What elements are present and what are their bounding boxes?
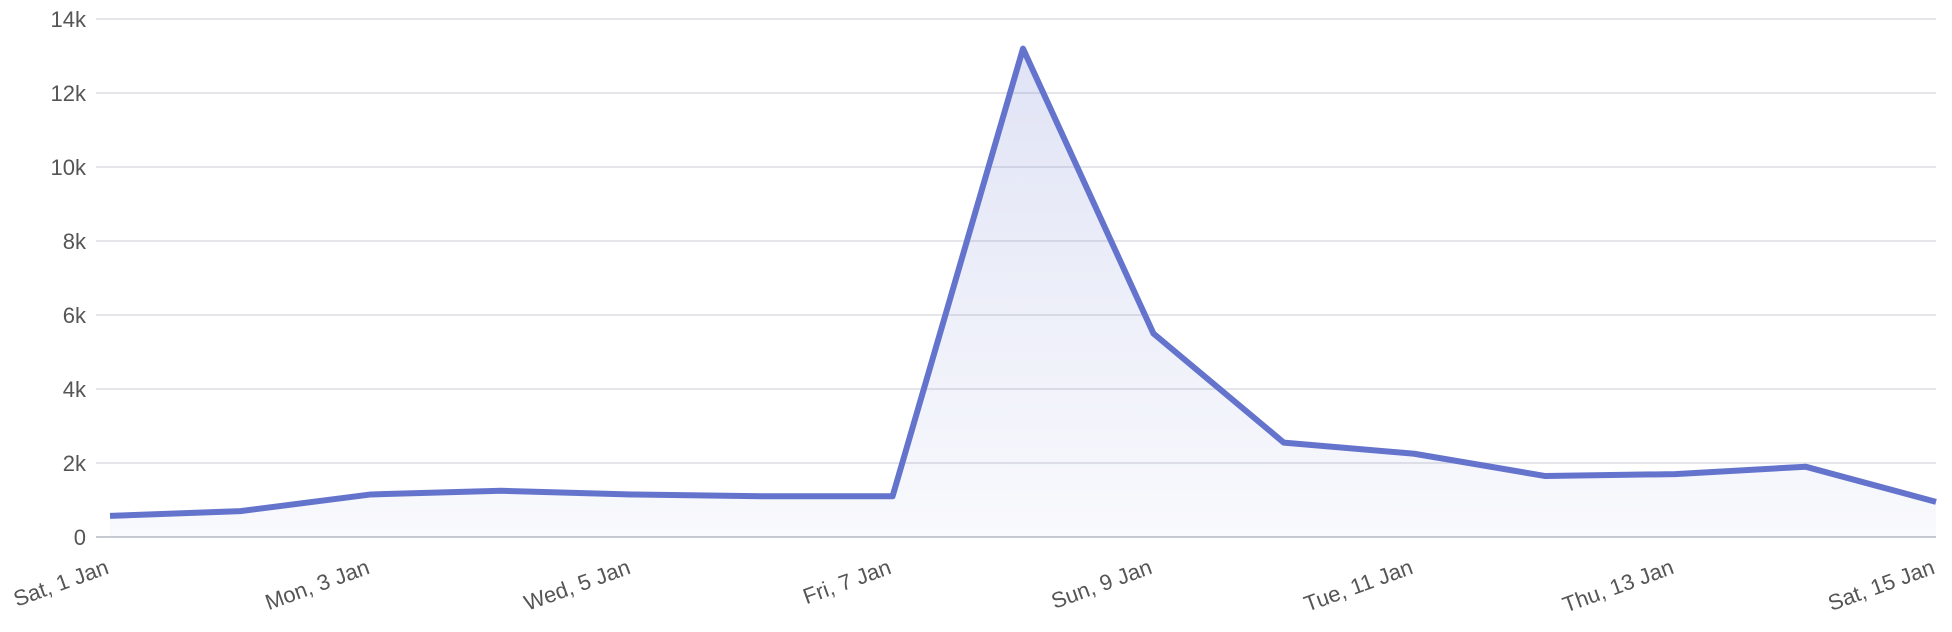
y-tick-label: 10k [51,155,87,180]
area [110,48,1936,537]
y-tick-label: 2k [63,451,87,476]
x-tick-label: Fri, 7 Jan [800,554,895,609]
x-tick-label: Mon, 3 Jan [262,554,373,615]
y-tick-label: 4k [63,377,87,402]
x-tick-label: Thu, 13 Jan [1559,554,1677,617]
x-tick-label: Sun, 9 Jan [1048,554,1155,613]
y-tick-label: 8k [63,229,87,254]
y-tick-label: 14k [51,7,87,32]
y-tick-label: 12k [51,81,87,106]
x-tick-label: Wed, 5 Jan [521,554,634,615]
x-tick-label: Tue, 11 Jan [1301,554,1416,616]
x-tick-label: Sat, 15 Jan [1825,554,1938,616]
x-tick-label: Sat, 1 Jan [10,554,112,611]
line [109,45,1937,519]
y-tick-label: 6k [63,303,87,328]
y-tick-label: 0 [74,525,86,550]
